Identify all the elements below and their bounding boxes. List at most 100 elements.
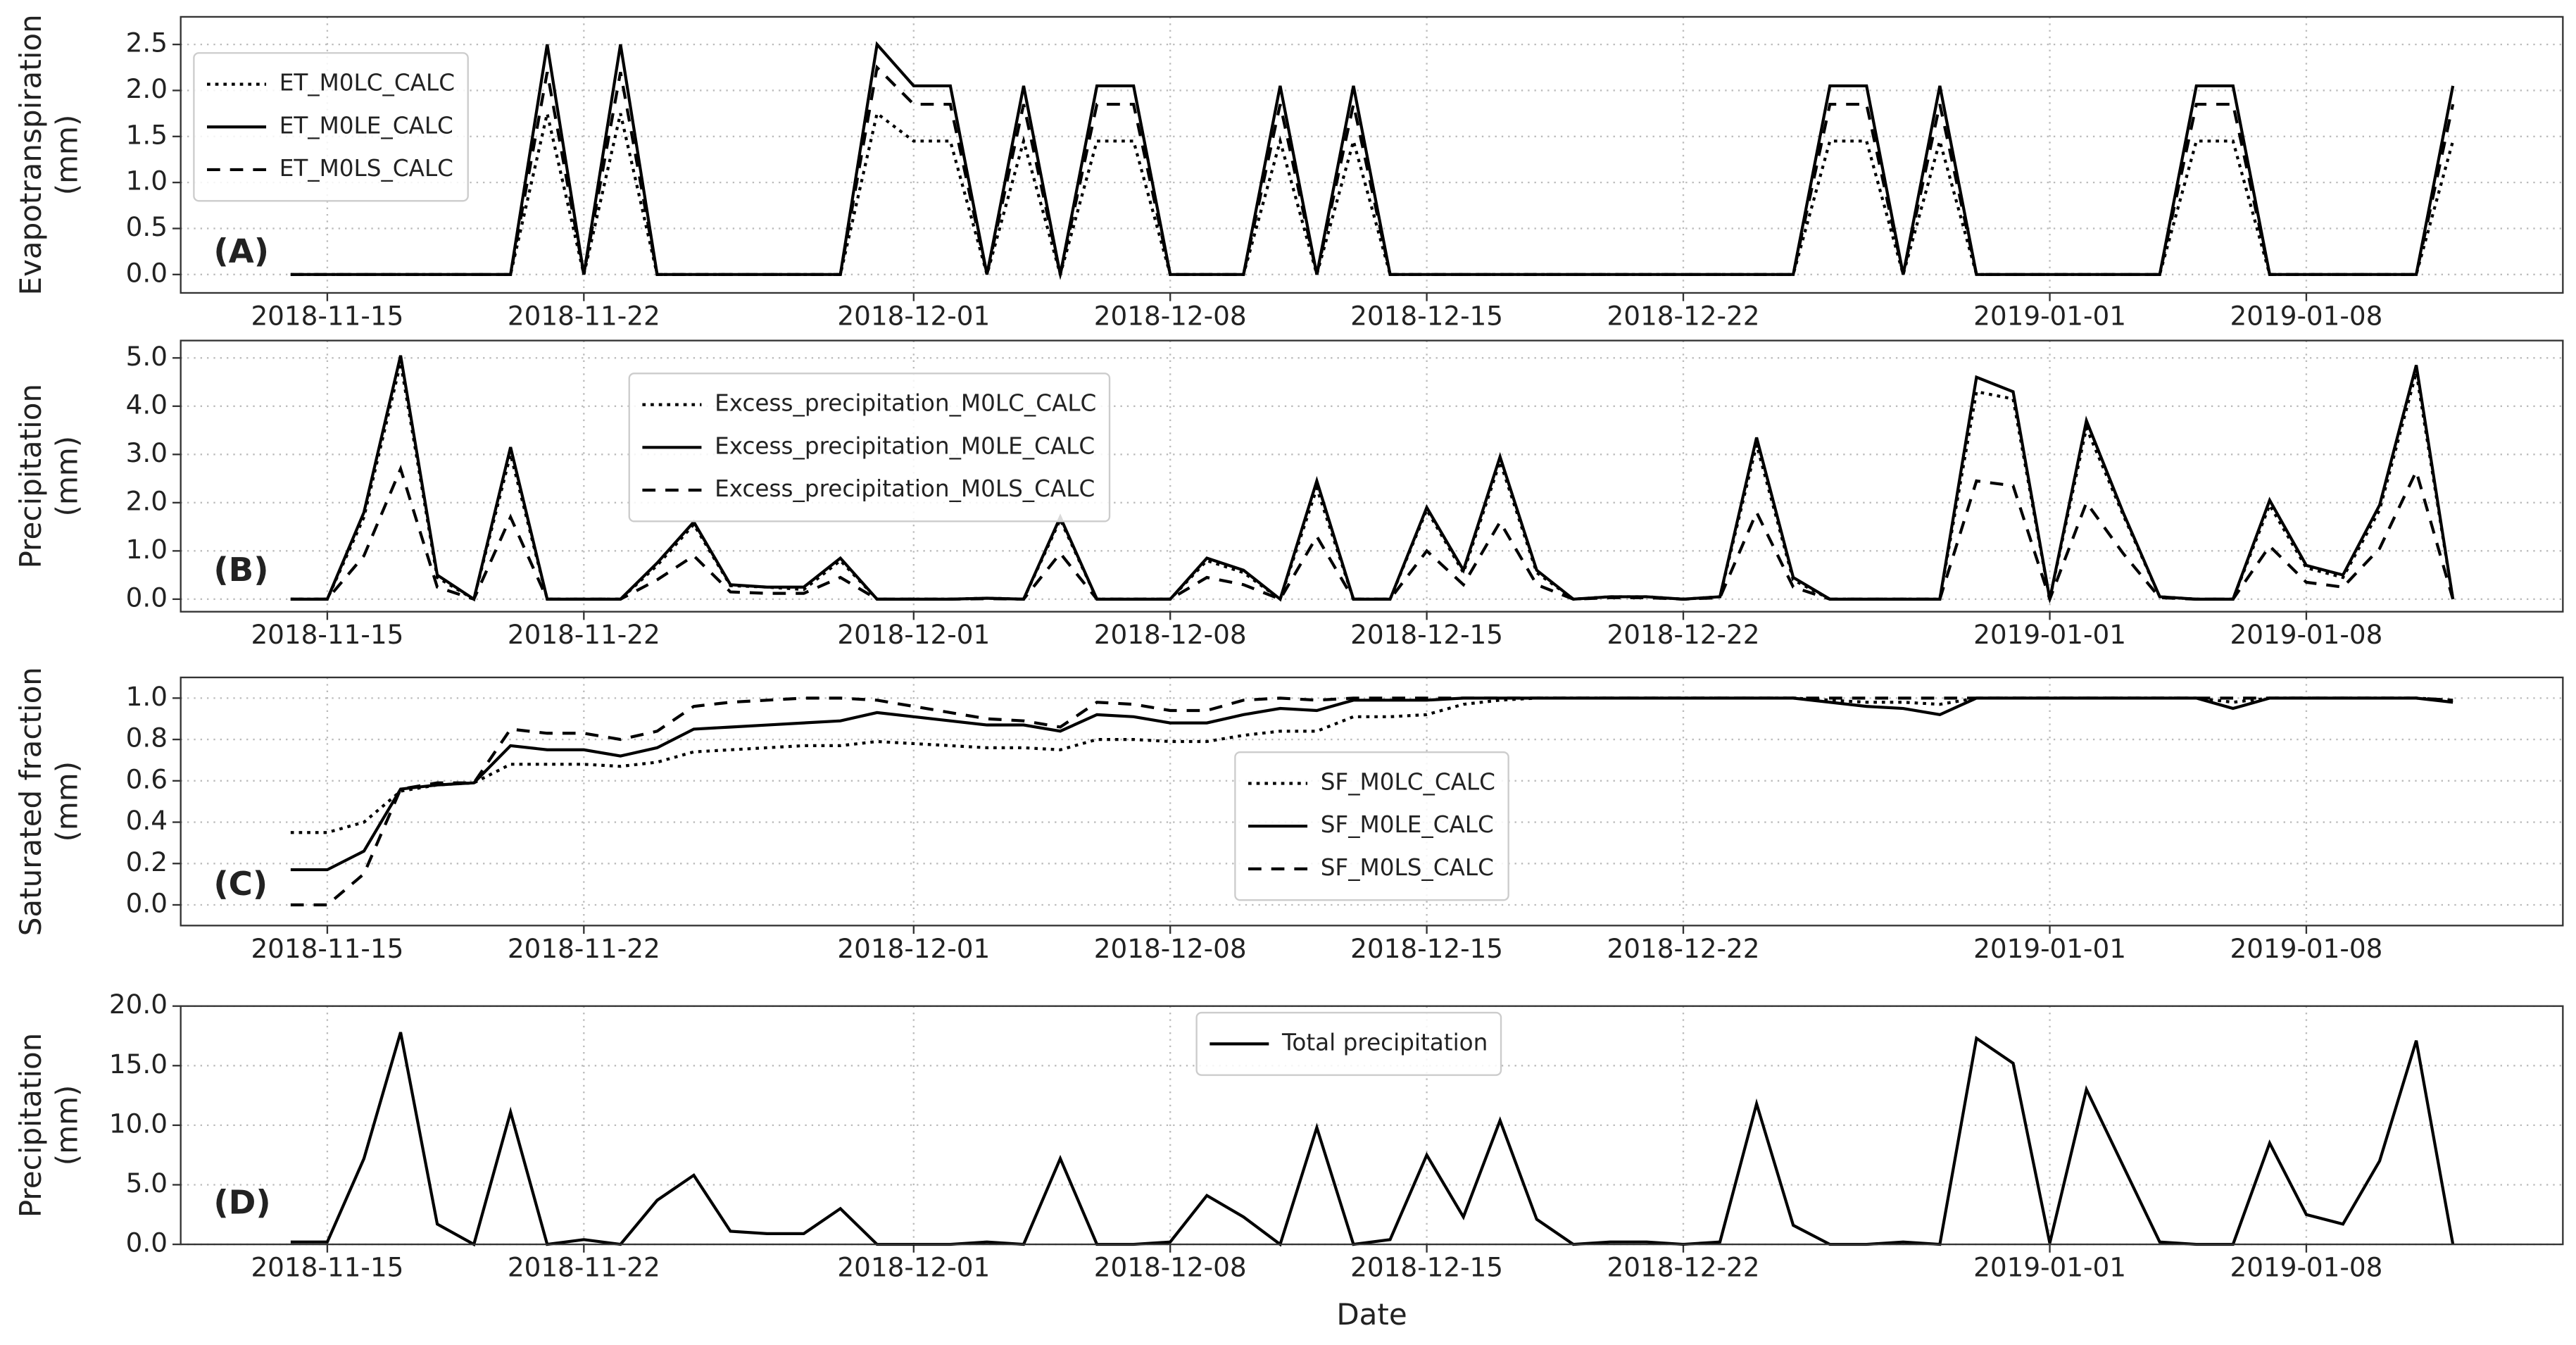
line-series: [290, 64, 2455, 276]
y-axis-label: Precipitation: [13, 384, 48, 569]
y-tick-label: 0.8: [126, 722, 168, 753]
y-tick-label: 15.0: [109, 1049, 168, 1080]
y-axis-label: (mm): [50, 115, 84, 196]
panel-annotation: (B): [213, 551, 268, 589]
x-tick-label: 2018-12-22: [1607, 933, 1760, 964]
y-axis-label: (mm): [50, 761, 84, 842]
legend-label: Total precipitation: [1281, 1029, 1488, 1056]
x-tick-label: 2019-01-08: [2230, 619, 2382, 650]
x-tick-label: 2018-12-08: [1094, 1252, 1247, 1283]
x-tick-label: 2018-11-22: [508, 933, 660, 964]
legend-box: [1195, 1011, 1502, 1076]
legend-label: Excess_precipitation_M0LE_CALC: [715, 432, 1095, 459]
x-tick-label: 2019-01-08: [2230, 1252, 2382, 1283]
axes-frame: [180, 15, 2564, 294]
y-tick-label: 0.4: [126, 805, 168, 836]
y-tick-label: 10.0: [109, 1108, 168, 1139]
x-tick-label: 2018-11-15: [251, 933, 403, 964]
x-tick-label: 2018-11-22: [508, 300, 660, 331]
x-tick-label: 2018-12-15: [1350, 619, 1503, 650]
legend-box: [1234, 751, 1509, 901]
legend-label: SF_M0LS_CALC: [1321, 854, 1494, 881]
axes-frame: [180, 1005, 2564, 1246]
panel: 2018-11-15 2018-11-22 2018-12-01 2018-12-08…: [13, 989, 2564, 1332]
x-tick-label: 2018-12-15: [1350, 300, 1503, 331]
y-tick-label: 2.0: [126, 73, 168, 104]
x-tick-label: 2018-12-01: [837, 933, 990, 964]
line-series: [290, 696, 2454, 907]
legend-box: [628, 373, 1111, 523]
x-tick-label: 2018-12-08: [1094, 300, 1247, 331]
y-tick-label: 3.0: [126, 437, 168, 468]
line-series: [290, 41, 2455, 276]
y-tick-label: 5.0: [126, 1168, 168, 1199]
x-tick-label: 2018-12-01: [837, 619, 990, 650]
x-tick-label: 2018-12-01: [837, 1252, 990, 1283]
y-tick-label: 0.6: [126, 763, 168, 794]
y-axis-label: (mm): [50, 436, 84, 517]
legend: ET_M0LC_CALC ET_M0LE_CALC ET_M0LS_CALC: [193, 52, 469, 202]
x-tick-label: 2019-01-08: [2230, 933, 2382, 964]
x-tick-label: 2018-11-15: [251, 1252, 403, 1283]
x-tick-label: 2019-01-01: [1973, 300, 2126, 331]
y-tick-label: 0.5: [126, 211, 168, 242]
line-series: [290, 1032, 2455, 1247]
legend-label: ET_M0LC_CALC: [279, 70, 455, 96]
line-series: [290, 696, 2454, 834]
x-tick-label: 2019-01-01: [1973, 619, 2126, 650]
y-tick-label: 1.0: [126, 534, 168, 565]
y-tick-label: 0.0: [126, 582, 168, 613]
legend: SF_M0LC_CALC SF_M0LE_CALC SF_M0LS_CALC: [1234, 751, 1509, 901]
y-tick-label: 4.0: [126, 389, 168, 420]
x-tick-label: 2018-12-15: [1350, 1252, 1503, 1283]
legend-label: SF_M0LC_CALC: [1321, 769, 1495, 796]
x-tick-label: 2019-01-08: [2230, 300, 2382, 331]
legend-label: Excess_precipitation_M0LS_CALC: [715, 475, 1095, 502]
y-tick-label: 0.0: [126, 1227, 168, 1258]
panel: 2018-11-15 2018-11-22 2018-12-01 2018-12-08…: [13, 14, 2564, 331]
y-tick-label: 2.5: [126, 27, 168, 58]
y-tick-label: 20.0: [109, 989, 168, 1020]
x-tick-label: 2018-12-01: [837, 300, 990, 331]
y-tick-label: 1.5: [126, 119, 168, 150]
y-tick-label: 1.0: [126, 165, 168, 196]
y-tick-label: 5.0: [126, 341, 168, 372]
x-tick-label: 2018-12-22: [1607, 300, 1760, 331]
panel-annotation: (A): [213, 232, 269, 270]
y-tick-label: 0.0: [126, 888, 168, 919]
x-tick-label: 2018-12-22: [1607, 619, 1760, 650]
x-tick-label: 2018-12-08: [1094, 933, 1247, 964]
y-tick-label: 2.0: [126, 485, 168, 516]
line-series: [290, 111, 2455, 280]
legend: Excess_precipitation_M0LC_CALC Excess_pre…: [628, 373, 1111, 523]
y-axis-label: Precipitation: [13, 1033, 48, 1218]
panel: 2018-11-15 2018-11-22 2018-12-01 2018-12-08…: [13, 339, 2564, 650]
legend-box: [193, 52, 469, 202]
legend-label: SF_M0LE_CALC: [1321, 811, 1494, 838]
line-series: [290, 464, 2455, 604]
panel-annotation: (D): [213, 1184, 270, 1222]
y-axis-label: Evapotranspiration: [13, 14, 48, 295]
axes-frame: [180, 676, 2564, 927]
x-tick-label: 2018-12-22: [1607, 1252, 1760, 1283]
x-tick-label: 2018-11-15: [251, 619, 403, 650]
x-tick-label: 2019-01-01: [1973, 933, 2126, 964]
y-tick-label: 0.0: [126, 257, 168, 288]
y-tick-label: 0.2: [126, 846, 168, 877]
x-tick-label: 2018-12-15: [1350, 933, 1503, 964]
legend-label: ET_M0LE_CALC: [279, 112, 453, 139]
panel: 2018-11-15 2018-11-22 2018-12-01 2018-12-08…: [13, 667, 2564, 964]
panel-annotation: (C): [213, 865, 268, 903]
line-series: [290, 355, 2455, 602]
x-tick-label: 2018-11-22: [508, 619, 660, 650]
x-tick-label: 2018-11-15: [251, 300, 403, 331]
legend: Total precipitation: [1195, 1011, 1502, 1076]
x-tick-label: 2018-12-08: [1094, 619, 1247, 650]
axes-frame: [180, 339, 2564, 613]
x-axis-label: Date: [1336, 1297, 1407, 1332]
x-tick-label: 2019-01-01: [1973, 1252, 2126, 1283]
legend-label: Excess_precipitation_M0LC_CALC: [715, 390, 1096, 417]
y-tick-label: 1.0: [126, 681, 168, 712]
x-tick-label: 2018-11-22: [508, 1252, 660, 1283]
